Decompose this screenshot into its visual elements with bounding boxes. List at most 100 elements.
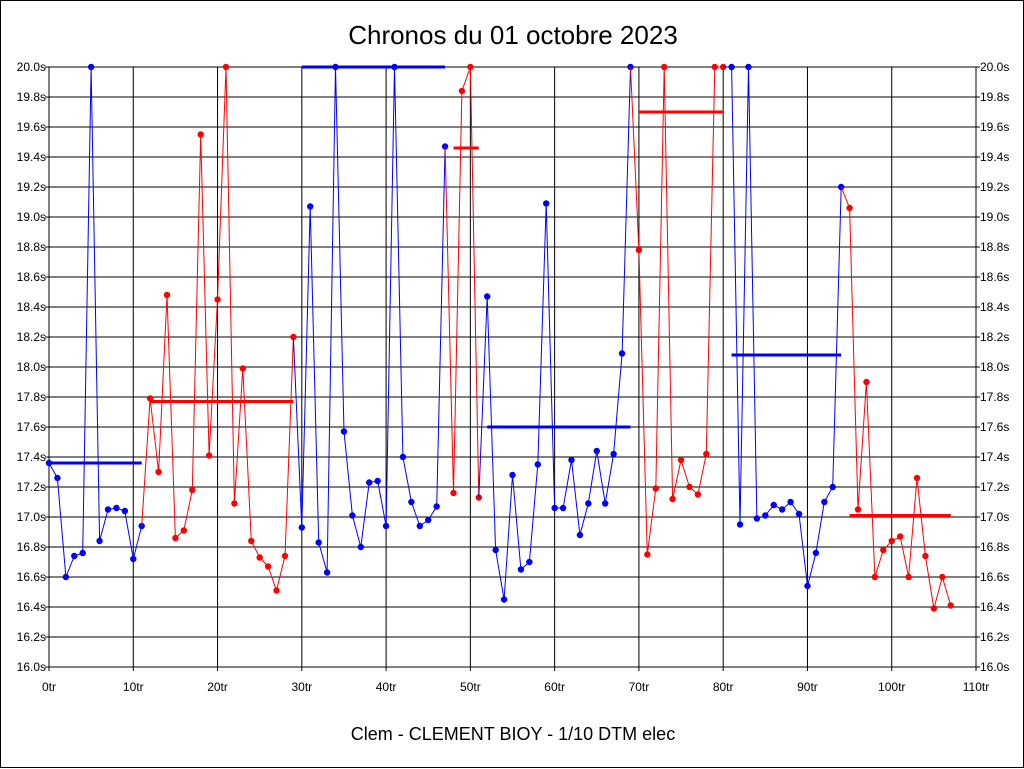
y-tick-label-right: 19.6s xyxy=(980,120,1009,134)
lap-point-red xyxy=(694,491,702,498)
lap-point-red xyxy=(652,485,659,492)
y-tick-label-right: 16.0s xyxy=(980,660,1009,674)
y-tick-label-left: 17.6s xyxy=(17,420,46,434)
lap-point-blue xyxy=(534,461,541,468)
y-tick-label-right: 19.0s xyxy=(980,210,1009,224)
series-line-red xyxy=(630,66,724,555)
x-tick-label: 100tr xyxy=(878,680,905,694)
plot-area-border xyxy=(48,66,977,668)
lap-point-blue xyxy=(559,504,567,512)
x-tick-label: 0tr xyxy=(42,680,56,694)
lap-point-blue xyxy=(812,549,820,557)
lap-point-blue xyxy=(382,522,390,530)
tick-labels: 16.0s 16.0s 16.2s 16.2s 16.4s 16.4s 16.6s 16.6s… xyxy=(17,60,1010,694)
lap-point-red xyxy=(180,527,188,534)
y-tick-label-left: 16.0s xyxy=(17,660,46,674)
y-tick-label-right: 17.6s xyxy=(980,420,1009,434)
lap-point-blue xyxy=(121,507,129,515)
x-tick-label: 80tr xyxy=(713,680,734,694)
lap-point-red xyxy=(863,378,870,386)
x-tick-label: 110tr xyxy=(963,680,989,694)
lap-point-blue xyxy=(391,63,398,71)
lap-point-blue xyxy=(736,521,744,528)
lap-point-blue xyxy=(551,504,558,512)
y-tick-label-right: 18.4s xyxy=(980,300,1009,314)
y-tick-label-right: 19.8s xyxy=(980,90,1009,104)
y-tick-label-left: 19.2s xyxy=(17,180,46,194)
lap-point-blue xyxy=(323,569,331,576)
lap-point-blue xyxy=(543,200,550,207)
lap-point-blue xyxy=(829,483,836,491)
x-tick-label: 50tr xyxy=(460,680,481,694)
lap-point-blue xyxy=(54,474,61,482)
lap-point-red xyxy=(155,468,162,476)
lap-point-blue xyxy=(770,501,777,509)
lap-point-blue xyxy=(441,143,449,150)
lap-point-blue xyxy=(71,552,78,560)
y-tick-label-left: 19.0s xyxy=(17,210,46,224)
lap-point-red xyxy=(450,489,457,497)
lap-point-blue xyxy=(399,453,407,461)
lap-point-red xyxy=(719,63,727,71)
y-tick-label-left: 18.6s xyxy=(17,270,46,284)
y-tick-label-left: 19.4s xyxy=(17,150,46,164)
lap-point-blue xyxy=(753,515,761,522)
lap-point-red xyxy=(475,494,482,501)
y-tick-label-right: 17.4s xyxy=(980,450,1009,464)
lap-point-blue xyxy=(298,524,306,531)
y-tick-label-left: 20.0s xyxy=(17,60,46,74)
y-tick-label-right: 17.8s xyxy=(980,390,1009,404)
lap-point-red xyxy=(677,456,685,464)
y-tick-label-left: 16.8s xyxy=(17,540,46,554)
lap-point-blue xyxy=(408,498,415,506)
lap-point-blue xyxy=(795,510,803,518)
lap-point-blue xyxy=(484,293,491,300)
y-tick-label-right: 18.8s xyxy=(980,240,1009,254)
lap-point-red xyxy=(205,452,213,459)
lap-point-red xyxy=(854,506,862,513)
lap-point-blue xyxy=(804,582,811,590)
y-tick-label-right: 17.0s xyxy=(980,510,1009,524)
y-tick-label-left: 19.8s xyxy=(17,90,46,104)
x-tick-label: 20tr xyxy=(207,680,228,694)
lap-point-red xyxy=(281,552,289,560)
lap-point-red xyxy=(273,587,280,594)
x-tick-label: 90tr xyxy=(797,680,818,694)
lap-point-blue xyxy=(837,183,845,191)
lap-point-red xyxy=(163,291,171,299)
lap-point-red xyxy=(635,246,643,254)
lap-point-red xyxy=(686,483,693,491)
lap-point-blue xyxy=(728,63,735,71)
lap-point-blue xyxy=(593,447,600,455)
y-tick-label-right: 16.2s xyxy=(980,630,1009,644)
axes xyxy=(45,66,980,671)
lap-point-blue xyxy=(585,500,592,507)
y-tick-label-right: 17.2s xyxy=(980,480,1009,494)
lap-point-blue xyxy=(366,479,373,486)
lap-point-blue xyxy=(45,459,53,467)
lap-point-red xyxy=(189,486,196,494)
lap-point-red xyxy=(172,534,179,542)
x-tick-label: 60tr xyxy=(544,680,565,694)
lap-point-red xyxy=(888,537,895,545)
lap-point-red xyxy=(197,131,204,138)
lap-point-blue xyxy=(307,203,314,210)
lap-point-red xyxy=(644,551,651,558)
x-tick-label: 40tr xyxy=(376,680,397,694)
y-tick-label-left: 16.2s xyxy=(17,630,46,644)
lap-point-blue xyxy=(787,498,794,506)
y-tick-label-left: 19.6s xyxy=(17,120,46,134)
y-tick-label-left: 16.6s xyxy=(17,570,46,584)
lap-point-red xyxy=(231,500,238,507)
series-line-blue xyxy=(48,66,143,578)
y-tick-label-right: 16.6s xyxy=(980,570,1009,584)
lap-point-blue xyxy=(315,539,322,546)
lap-point-red xyxy=(239,365,247,372)
lap-point-red xyxy=(703,450,710,458)
series-lines xyxy=(45,63,954,612)
mean-lines xyxy=(49,65,951,517)
lap-point-blue xyxy=(87,63,95,71)
lap-point-red xyxy=(660,63,668,71)
lap-point-blue xyxy=(416,522,423,530)
